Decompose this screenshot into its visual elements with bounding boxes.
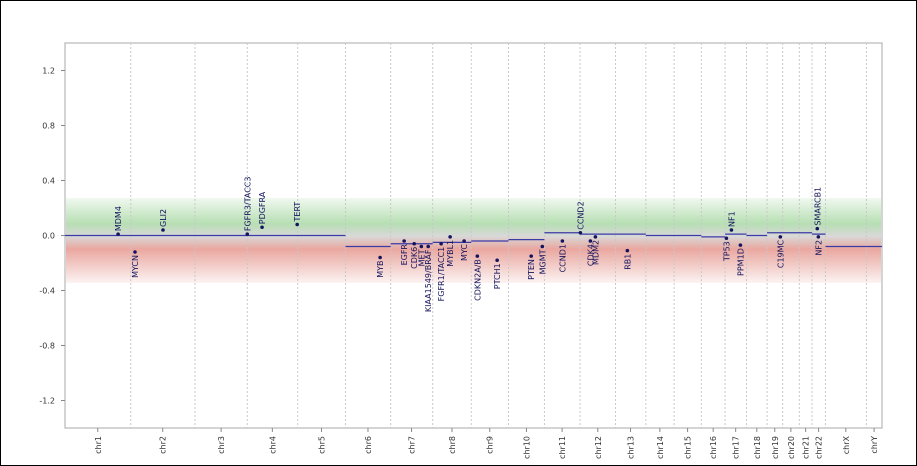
x-tick-label: chrY: [870, 436, 879, 454]
y-tick-label: -0.4: [39, 287, 55, 296]
gene-label: MYBL1: [446, 240, 455, 267]
gene-label: PDGFRA: [258, 191, 267, 224]
x-tick-label: chr4: [268, 436, 277, 454]
gene-label: EGFR: [400, 244, 409, 266]
gene-point: [540, 244, 545, 249]
gene-point: [245, 232, 250, 236]
gene-point: [560, 239, 565, 243]
gene-point: [815, 226, 820, 231]
x-tick-label: chr8: [448, 436, 457, 454]
gene-point: [475, 254, 480, 258]
gene-point: [462, 239, 466, 243]
gene-label: PTEN: [527, 259, 536, 280]
gene-point: [412, 241, 416, 246]
gene-label: MDM2: [591, 240, 600, 265]
gene-label: MYC: [460, 244, 469, 261]
y-tick-label: 0.8: [42, 122, 55, 131]
gene-label: CCND2: [576, 201, 585, 229]
gene-label: NF2: [814, 240, 823, 256]
gene-label: PPM1D: [736, 248, 745, 276]
gene-label: MDM4: [114, 206, 123, 231]
gene-point: [816, 235, 821, 239]
gene-point: [378, 255, 382, 260]
x-tick-label: chr18: [753, 436, 762, 459]
gene-label: RB1: [623, 254, 632, 270]
x-tick-label: chr1: [94, 436, 103, 454]
gene-label: CDK6: [410, 247, 419, 269]
gene-label: FGFR1/TACC1: [437, 247, 446, 302]
x-tick-label: chr6: [364, 436, 373, 454]
x-tick-label: chr21: [802, 436, 811, 459]
gene-point: [778, 235, 783, 239]
gene-point: [116, 232, 120, 236]
gene-point: [426, 244, 430, 249]
gene-point: [495, 258, 499, 263]
gene-point: [260, 225, 264, 230]
gene-point: [729, 228, 734, 232]
x-tick-label: chr10: [522, 436, 531, 459]
y-tick-label: 0.4: [42, 177, 55, 186]
gene-label: MYCN: [131, 255, 140, 278]
gene-label: TERT: [293, 202, 302, 223]
gene-label: TP53: [722, 241, 731, 262]
x-tick-label: chr14: [656, 436, 665, 459]
gene-label: KIAA1549/BRAF: [424, 249, 433, 312]
gene-label: PTCH1: [493, 263, 502, 289]
x-tick-label: chr2: [159, 436, 168, 454]
gene-point: [439, 241, 443, 246]
y-tick-label: 0.0: [42, 232, 55, 241]
y-tick-label: -1.2: [39, 397, 55, 406]
gene-label: CDKN2A/B: [473, 259, 482, 301]
x-tick-label: chr22: [815, 436, 824, 459]
gene-point: [133, 250, 137, 254]
gene-point: [588, 239, 593, 243]
x-tick-label: chr3: [217, 436, 226, 454]
x-tick-label: chr11: [558, 436, 567, 459]
gene-label: NF1: [727, 211, 736, 227]
x-tick-label: chrX: [842, 435, 851, 454]
gene-label: CDK4: [586, 244, 595, 266]
x-tick-label: chr19: [771, 436, 780, 459]
gene-point: [578, 230, 583, 235]
gene-label: FGFR3/TACC3: [243, 177, 252, 232]
gene-label: MET: [417, 249, 426, 266]
gene-point: [529, 254, 534, 258]
gene-point: [625, 248, 630, 253]
x-tick-label: chr15: [684, 436, 693, 459]
y-tick-label: -0.8: [39, 342, 55, 351]
gene-label: CCND1: [558, 244, 567, 272]
x-tick-label: chr12: [594, 436, 603, 459]
gene-point: [161, 228, 165, 232]
gene-point: [593, 235, 598, 239]
y-tick-label: 1.2: [42, 67, 55, 76]
gene-label: SMARCB1: [813, 187, 822, 226]
x-tick-label: chr13: [627, 436, 636, 459]
x-tick-label: chr17: [732, 436, 741, 459]
gene-point: [295, 222, 299, 227]
x-tick-label: chr7: [408, 436, 417, 454]
gene-point: [448, 235, 452, 239]
x-tick-label: chr9: [486, 436, 495, 454]
gene-point: [402, 239, 406, 243]
gene-label: MYB: [376, 261, 385, 278]
gene-point: [738, 243, 743, 247]
gene-point: [724, 236, 729, 241]
gene-label: C19MC: [776, 239, 785, 268]
gene-label: MGMT: [538, 249, 547, 274]
gene-point: [419, 244, 424, 249]
x-tick-label: chr16: [709, 436, 718, 459]
x-tick-label: chr20: [787, 436, 796, 459]
gene-label: GLI2: [159, 209, 168, 227]
x-tick-label: chr5: [317, 436, 326, 454]
